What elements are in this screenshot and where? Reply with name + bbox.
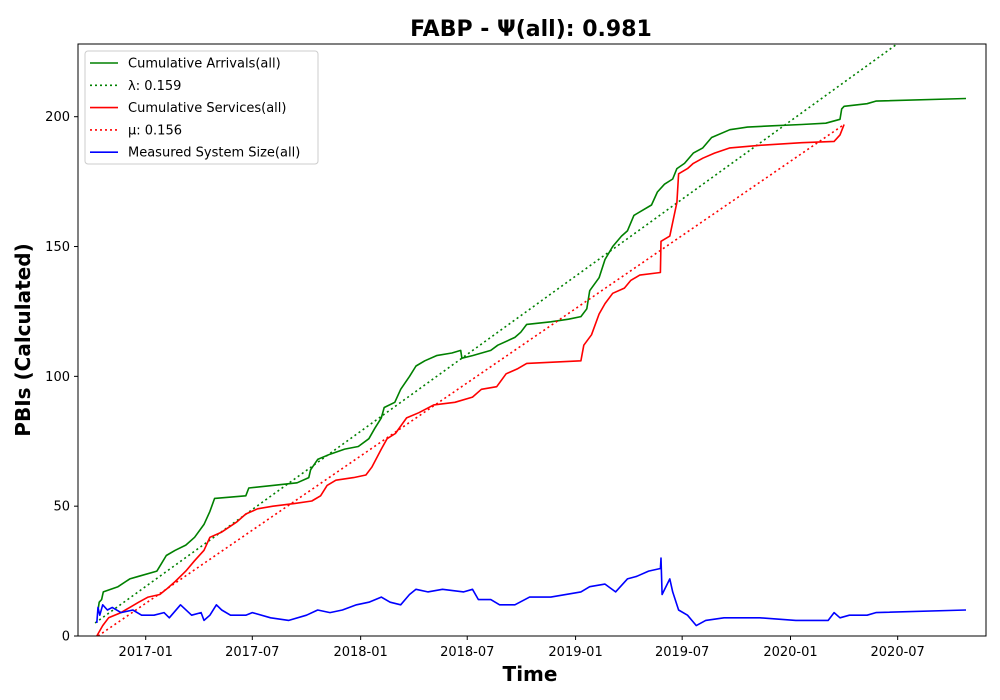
legend-label: Measured System Size(all) <box>128 146 300 161</box>
x-tick-label: 2020-07 <box>871 645 925 660</box>
x-axis-label: Time <box>503 662 558 686</box>
legend: Cumulative Arrivals(all) λ: 0.159 Cumulati… <box>85 51 318 164</box>
x-tick-label: 2017-01 <box>119 645 173 660</box>
y-tick-label: 50 <box>53 500 70 515</box>
legend-label: Cumulative Services(all) <box>128 101 286 116</box>
legend-label: Cumulative Arrivals(all) <box>128 57 281 72</box>
chart-title: FABP - Ψ(all): 0.981 <box>410 17 652 42</box>
x-tick-label: 2018-07 <box>440 645 494 660</box>
y-tick-label: 200 <box>45 110 70 125</box>
x-tick-label: 2018-01 <box>333 645 387 660</box>
x-tick-label: 2020-01 <box>763 645 817 660</box>
y-axis-label: PBIs (Calculated) <box>11 243 35 436</box>
y-tick-label: 0 <box>62 630 70 645</box>
y-tick-label: 100 <box>45 370 70 385</box>
x-tick-label: 2019-01 <box>548 645 602 660</box>
x-tick-label: 2017-07 <box>225 645 279 660</box>
y-tick-label: 150 <box>45 240 70 255</box>
x-tick-label: 2019-07 <box>655 645 709 660</box>
legend-label: μ: 0.156 <box>128 123 182 138</box>
legend-label: λ: 0.159 <box>128 79 181 94</box>
